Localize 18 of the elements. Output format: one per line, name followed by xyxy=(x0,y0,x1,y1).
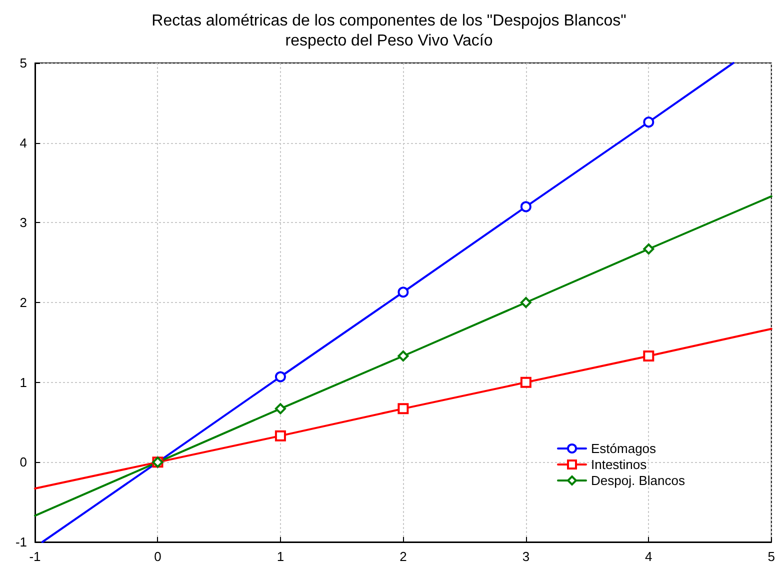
x-tick-label: 2 xyxy=(400,549,407,564)
y-tick-label: 4 xyxy=(20,135,27,150)
x-tick-label: 4 xyxy=(645,549,652,564)
legend-label: Intestinos xyxy=(591,457,648,472)
y-tick-label: 5 xyxy=(20,56,27,70)
y-tick-label: 2 xyxy=(20,295,27,310)
x-tick-label: 1 xyxy=(276,549,284,564)
y-tick-label: 3 xyxy=(20,215,27,230)
x-tick-label: 5 xyxy=(768,549,775,564)
y-tick-label: 0 xyxy=(20,454,27,470)
chart-title: Rectas alométricas de los componentes de los "Despojos Blancos" respecto del Peso Vivo Vacío xyxy=(152,12,626,50)
x-tick-label: -1 xyxy=(29,549,41,564)
x-tick-label: 3 xyxy=(522,549,530,564)
legend-label: Despoj. Blancos xyxy=(591,473,686,488)
legend-label: Estómagos xyxy=(591,441,657,456)
y-tick-label: -1 xyxy=(15,534,27,550)
x-tick-label: 0 xyxy=(154,549,162,564)
y-tick-label: 1 xyxy=(20,374,27,390)
